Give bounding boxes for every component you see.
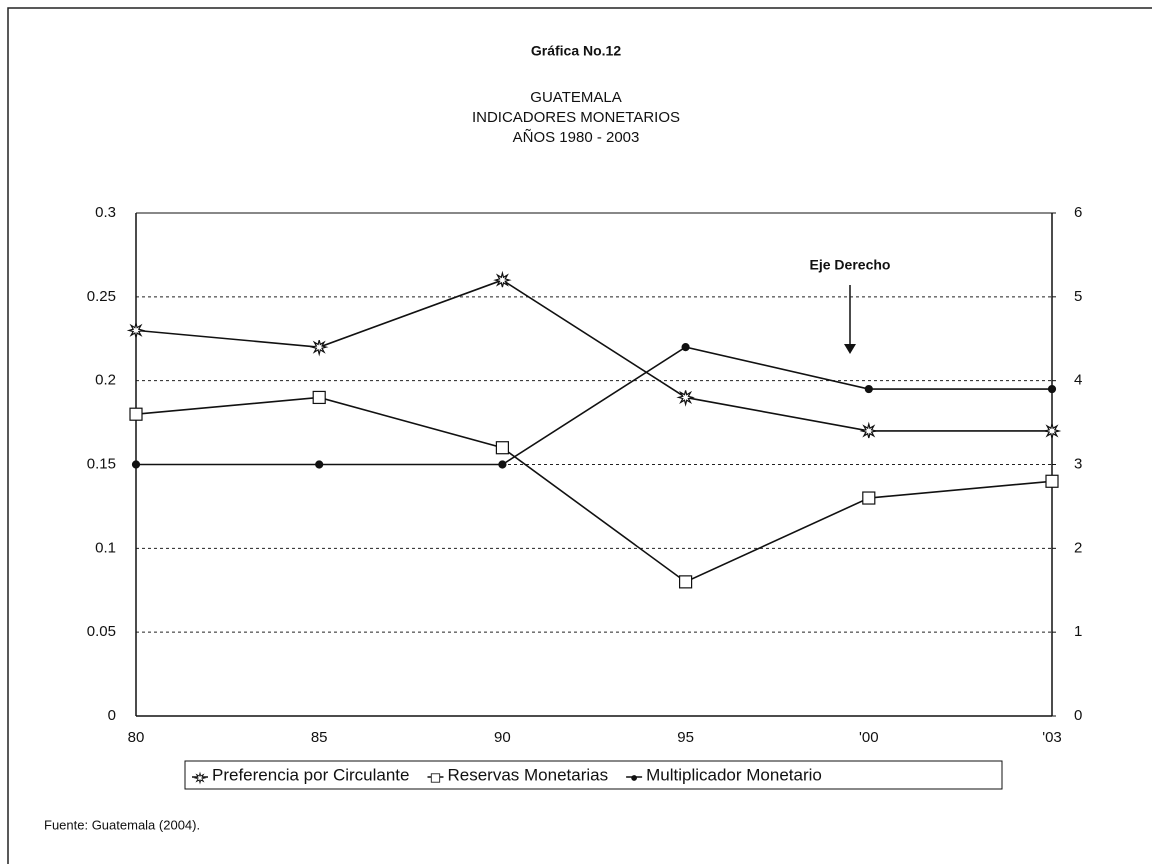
marker — [1047, 384, 1057, 394]
y-tick-label: 0.25 — [87, 288, 116, 305]
legend-label: Multiplicador Monetario — [646, 765, 822, 784]
frame — [7, 7, 1152, 864]
series-line — [136, 346, 1052, 466]
y2-tick-label: 2 — [1074, 539, 1082, 556]
x-tick-label: 95 — [677, 729, 694, 746]
marker — [309, 339, 329, 357]
marker — [681, 343, 690, 352]
y2-tick-label: 5 — [1074, 288, 1082, 305]
legend-label: Preferencia por Circulante — [212, 765, 409, 784]
y-tick-label: 0.15 — [87, 455, 116, 472]
x-tick-label: 80 — [128, 729, 145, 746]
annotation: Eje Derecho — [810, 257, 891, 273]
y-tick-label: 0.05 — [87, 623, 116, 640]
marker — [864, 384, 873, 394]
marker — [859, 421, 879, 439]
legend-marker — [193, 771, 207, 785]
source: Fuente: Guatemala (2004). — [44, 817, 200, 832]
marker — [1045, 474, 1059, 488]
legend-label: Reservas Monetarias — [447, 765, 608, 784]
legend — [184, 760, 1003, 790]
y-tick-label: 0.2 — [95, 372, 116, 389]
marker — [495, 441, 509, 455]
legend-marker — [430, 773, 441, 783]
marker — [129, 407, 143, 421]
series-line — [135, 396, 1053, 583]
x-tick-label: 85 — [311, 729, 328, 746]
marker — [126, 321, 146, 338]
chart-title: AÑOS 1980 - 2003 — [513, 129, 640, 146]
y-tick-label: 0.1 — [95, 539, 116, 556]
y2-tick-label: 6 — [1074, 204, 1082, 221]
y2-tick-label: 0 — [1074, 707, 1082, 724]
legend-marker — [631, 775, 637, 781]
y2-tick-label: 4 — [1074, 372, 1082, 389]
marker — [498, 460, 507, 469]
marker — [493, 270, 512, 288]
y2-tick-label: 3 — [1074, 455, 1082, 472]
annotation-arrow-head — [844, 344, 856, 354]
marker — [315, 460, 324, 469]
marker — [131, 460, 141, 469]
marker — [862, 491, 876, 505]
chart-title: GUATEMALA — [530, 89, 621, 106]
series-line — [135, 279, 1052, 432]
marker — [678, 575, 693, 589]
y-tick-label: 0.3 — [95, 204, 116, 221]
chart-title: INDICADORES MONETARIOS — [472, 109, 680, 126]
marker — [676, 390, 695, 407]
chart-label: Gráfica No.12 — [531, 43, 621, 59]
marker — [1042, 421, 1062, 439]
y-tick-label: 0 — [108, 707, 116, 724]
x-tick-label: '03 — [1042, 729, 1062, 746]
x-tick-label: 90 — [494, 729, 511, 746]
y2-tick-label: 1 — [1074, 623, 1082, 640]
marker — [312, 390, 326, 405]
x-tick-label: '00 — [859, 729, 879, 746]
